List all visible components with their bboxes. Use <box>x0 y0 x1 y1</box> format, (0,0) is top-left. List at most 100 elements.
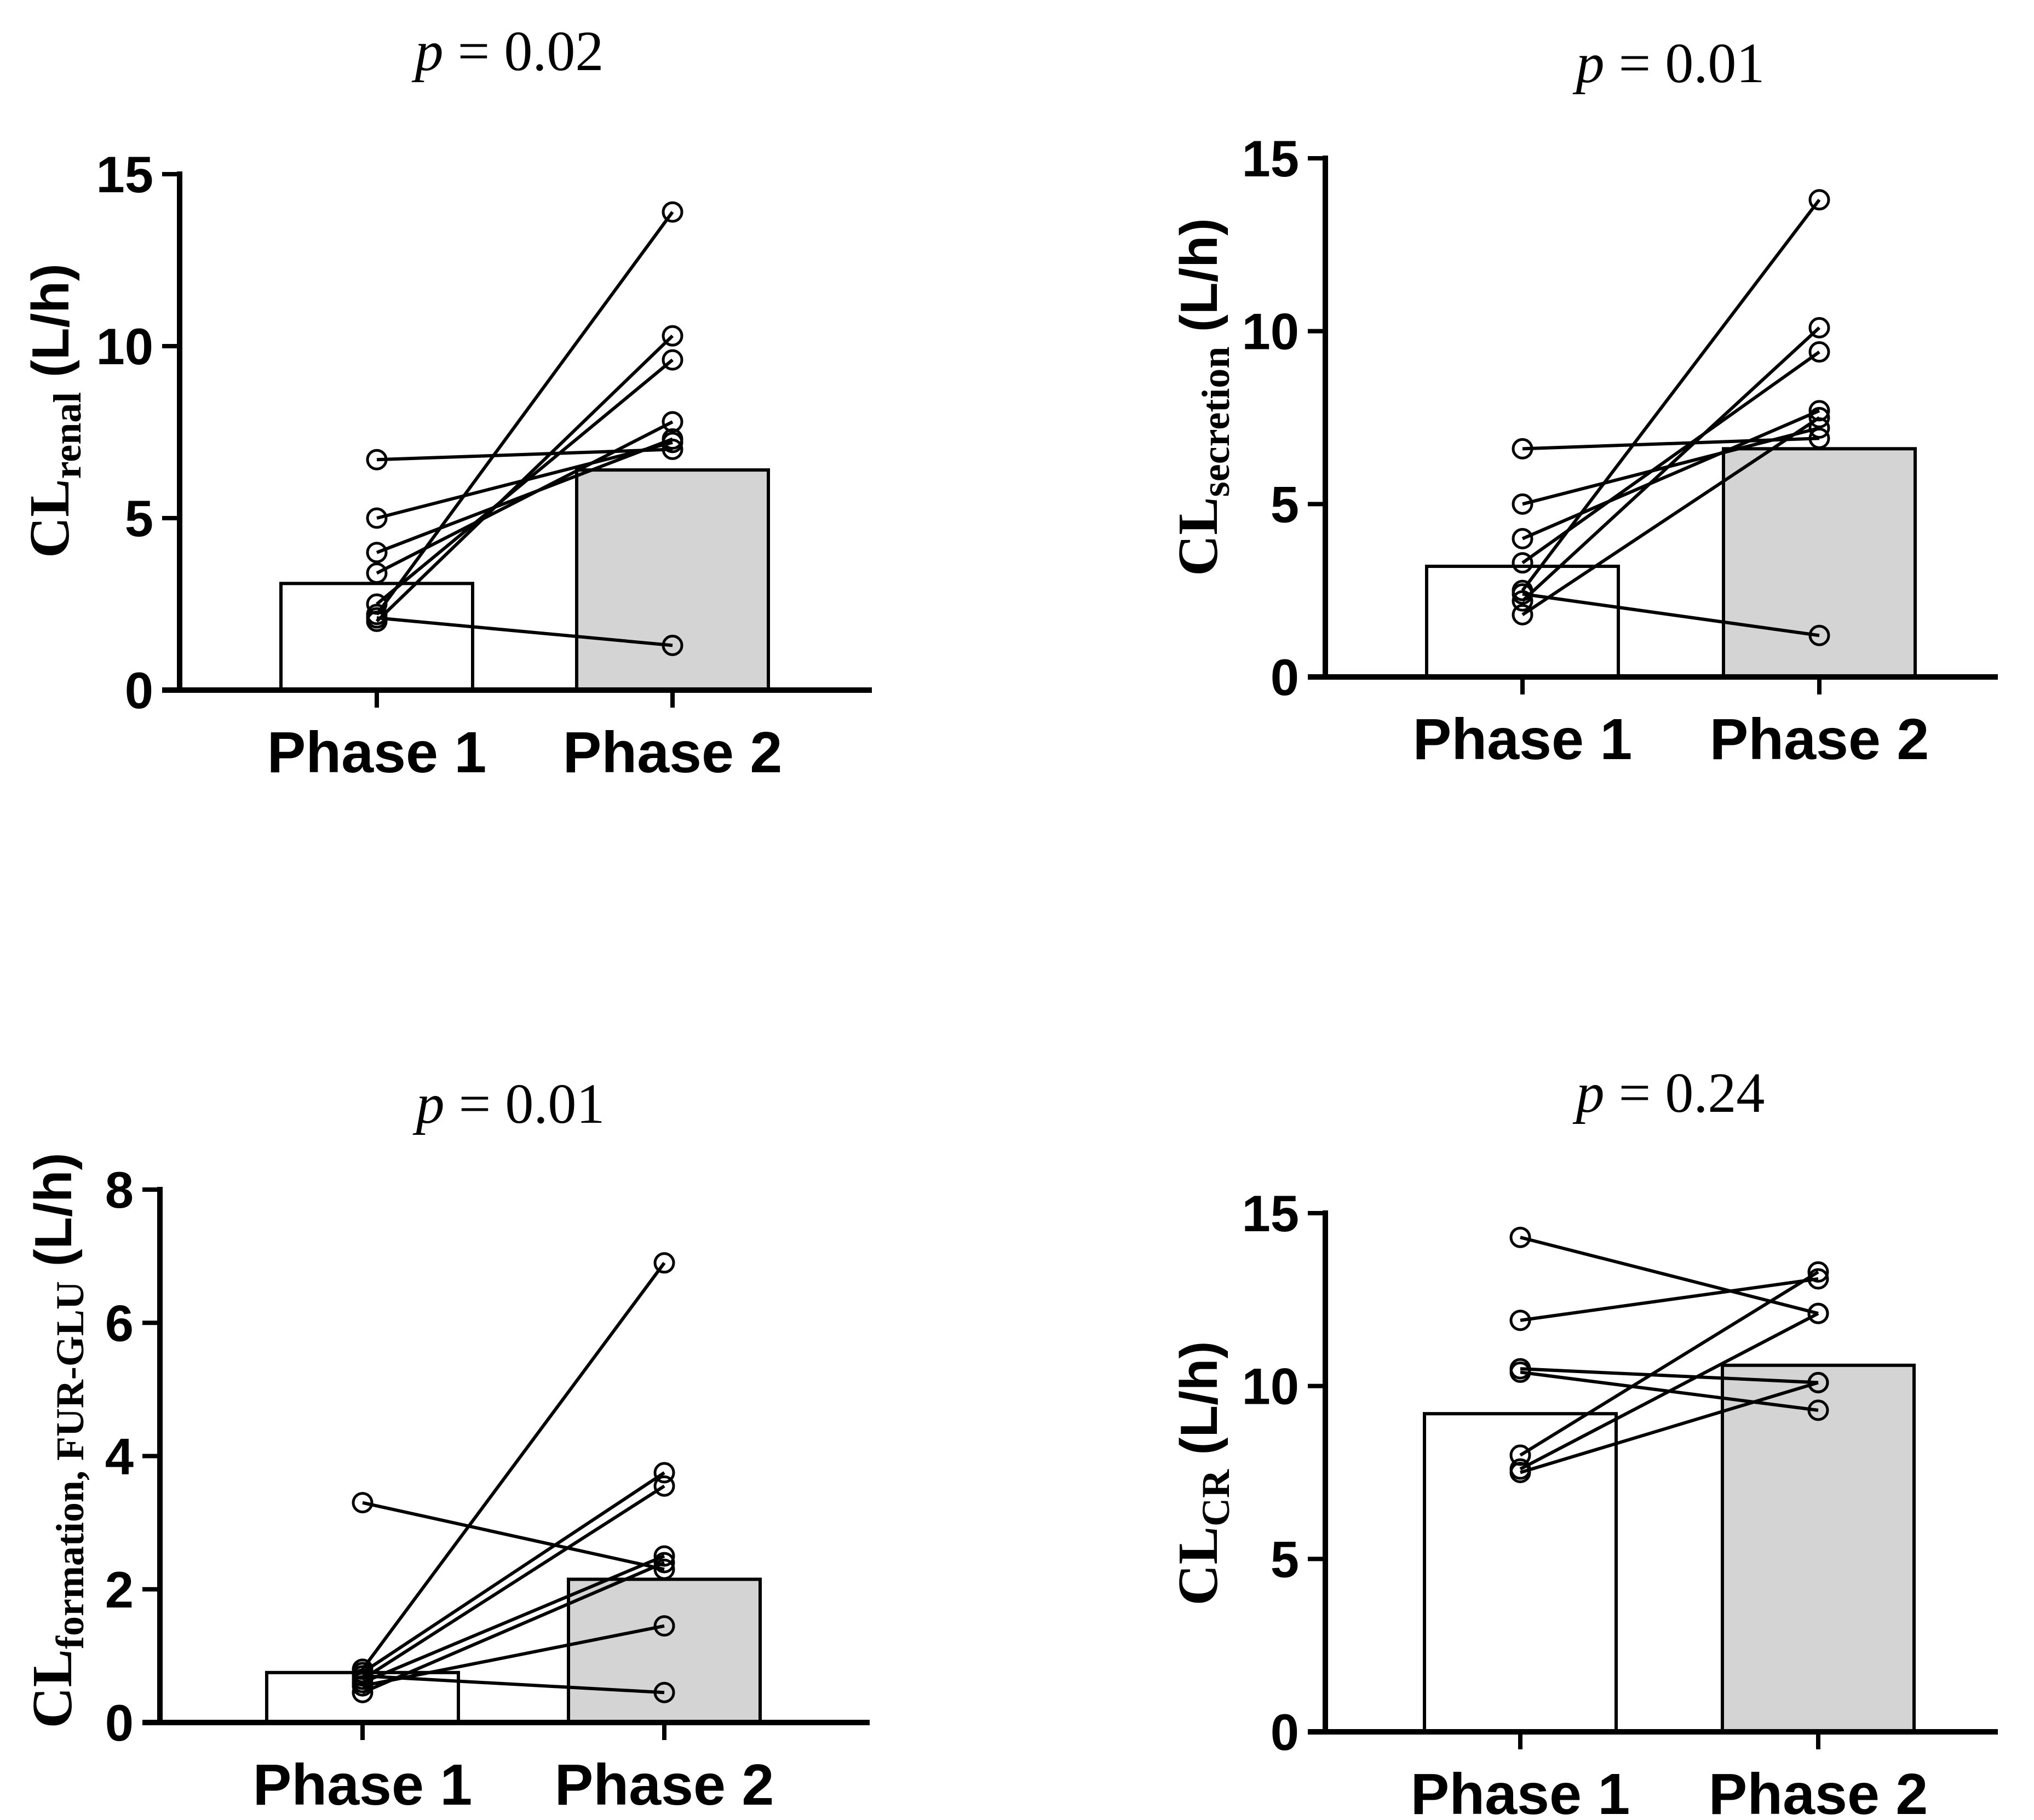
title-p-value: = 0.24 <box>1605 1061 1765 1124</box>
y-axis-label: CLrenal (L/h) <box>18 263 89 558</box>
paired-line <box>361 1554 665 1684</box>
y-axis-label-subscript: formation, FUR-GLU <box>48 1281 92 1649</box>
bar-phase-2 <box>1722 447 1917 679</box>
bar-phase-2 <box>567 1577 762 1725</box>
paired-line <box>361 1261 666 1670</box>
data-point-phase-2 <box>1808 189 1830 211</box>
category-label: Phase 1 <box>267 720 487 785</box>
y-tick-label: 2 <box>105 1561 134 1618</box>
data-point-phase-2 <box>1807 1399 1829 1421</box>
y-tick-label: 10 <box>1242 303 1299 360</box>
data-point-phase-2 <box>653 1615 675 1637</box>
data-point-phase-2 <box>653 1545 675 1567</box>
panel-title: p = 0.24 <box>1572 1061 1765 1124</box>
y-tick-label: 10 <box>96 318 153 375</box>
data-point-phase-1 <box>1512 493 1533 515</box>
paired-line <box>362 1501 665 1571</box>
data-point-phase-2 <box>653 1681 675 1703</box>
paired-line <box>1521 416 1820 616</box>
title-p-symbol: p <box>412 1072 445 1135</box>
category-label: Phase 2 <box>555 1753 774 1817</box>
category-label: Phase 2 <box>563 720 783 785</box>
panel-title: p = 0.01 <box>1572 32 1765 95</box>
data-point-phase-1 <box>366 449 388 470</box>
paired-line <box>375 335 674 623</box>
data-point-phase-1 <box>1512 527 1533 549</box>
paired-line <box>1521 326 1821 602</box>
data-point-phase-2 <box>653 1552 675 1574</box>
data-point-phase-1 <box>366 507 388 529</box>
y-axis-label-main: CL <box>18 479 81 558</box>
data-point-phase-2 <box>662 438 683 460</box>
panel-bottom-right: p = 0.24 0 5 10 15 Phase 1 Phase 2 CLCR (L/h) <box>1167 1061 1998 1820</box>
data-point-phase-1 <box>1512 583 1533 605</box>
data-point-phase-2 <box>1807 1261 1829 1283</box>
data-point-phase-2 <box>1808 341 1830 363</box>
y-tick-label: 0 <box>1271 1703 1299 1761</box>
y-tick-label: 5 <box>1271 1530 1299 1588</box>
y-axis-label-unit: (L/h) <box>1170 1341 1228 1469</box>
data-point-phase-1 <box>366 607 388 629</box>
data-point-phase-2 <box>662 325 683 347</box>
panel-title: p = 0.01 <box>412 1072 605 1135</box>
y-axis-label-unit: (L/h) <box>21 263 80 392</box>
y-axis-label-unit: (L/h) <box>1170 218 1228 347</box>
y-axis-label-main: CL <box>1167 1526 1229 1605</box>
data-point-phase-1 <box>1512 438 1533 460</box>
data-point-phase-1 <box>1509 1226 1531 1248</box>
data-point-phase-2 <box>662 201 683 223</box>
paired-line <box>375 211 674 616</box>
data-point-phase-1 <box>352 1492 374 1514</box>
panel-bottom-left: p = 0.01 0 2 4 6 8 Phase 1 Phase 2 CLformation, … <box>21 1072 870 1817</box>
title-p-value: = 0.02 <box>444 20 604 83</box>
paired-line <box>376 358 674 606</box>
y-axis-label-main: CL <box>1167 497 1229 576</box>
paired-line <box>1520 1236 1819 1315</box>
panel-top-left: p = 0.02 0 5 10 15 Phase 1 Phase 2 CLrenal (L/h… <box>18 20 872 785</box>
data-point-phase-2 <box>1807 1371 1829 1393</box>
data-point-phase-2 <box>662 349 683 371</box>
y-axis-label: CLformation, FUR-GLU (L/h) <box>21 1153 92 1729</box>
paired-line <box>361 1561 665 1695</box>
y-tick-label: 0 <box>125 662 153 719</box>
bar-phase-1 <box>279 582 474 692</box>
paired-line <box>1520 1367 1819 1385</box>
data-point-phase-2 <box>662 634 683 656</box>
y-tick-label: 10 <box>1242 1358 1299 1415</box>
data-point-phase-2 <box>653 1252 675 1274</box>
data-point-phase-2 <box>653 1475 675 1497</box>
data-point-phase-2 <box>662 428 683 450</box>
category-label: Phase 1 <box>253 1753 473 1817</box>
bar-phase-2 <box>575 468 770 692</box>
category-label: Phase 1 <box>1411 1762 1630 1820</box>
data-point-phase-1 <box>1512 552 1533 574</box>
title-p-value: = 0.01 <box>445 1072 605 1135</box>
paired-line <box>1521 409 1820 541</box>
y-axis-label-subscript: secretion <box>1194 347 1238 497</box>
bar-phase-1 <box>1425 564 1620 679</box>
data-point-phase-2 <box>1808 317 1830 338</box>
paired-line <box>1520 1381 1819 1474</box>
category-label: Phase 2 <box>1709 1762 1928 1820</box>
data-point-phase-1 <box>1509 1310 1531 1331</box>
y-tick-label: 6 <box>105 1294 134 1352</box>
y-tick-label: 15 <box>96 146 153 203</box>
category-label: Phase 1 <box>1413 707 1633 772</box>
y-tick-label: 5 <box>125 490 153 547</box>
y-tick-label: 0 <box>1271 648 1299 706</box>
data-point-phase-2 <box>1807 1302 1829 1324</box>
paired-line <box>1520 1277 1819 1322</box>
data-point-phase-2 <box>1807 1268 1829 1290</box>
data-point-phase-2 <box>1808 427 1830 449</box>
paired-line <box>376 447 673 462</box>
paired-line <box>1519 1270 1819 1457</box>
paired-line <box>1522 592 1820 638</box>
data-point-phase-1 <box>1512 590 1533 612</box>
paired-line <box>361 1471 665 1674</box>
title-p-symbol: p <box>1572 1061 1605 1124</box>
data-point-phase-2 <box>662 411 683 433</box>
data-point-phase-1 <box>1512 604 1533 625</box>
y-tick-label: 0 <box>105 1694 134 1752</box>
paired-line <box>376 616 673 647</box>
data-point-phase-2 <box>1808 624 1830 646</box>
